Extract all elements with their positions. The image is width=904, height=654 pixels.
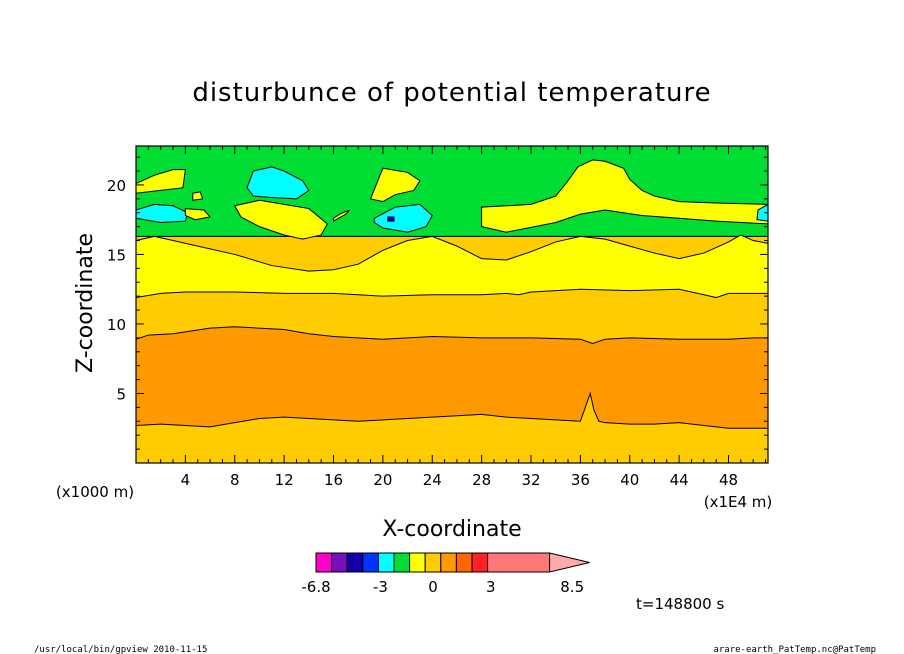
- colorbar-swatch: [440, 552, 457, 573]
- x-tick-label: 8: [230, 471, 240, 489]
- colorbar-swatch: [487, 552, 551, 573]
- colorbar-tick-label: -3: [373, 578, 388, 596]
- y-tick-label: 20: [107, 177, 126, 195]
- time-label: t=148800 s: [636, 595, 724, 613]
- x-tick-label: 16: [324, 471, 343, 489]
- contour-line: [135, 288, 768, 299]
- cyan-patch: [246, 166, 310, 200]
- footer-right: arare-earth_PatTemp.nc@PatTemp: [713, 645, 876, 654]
- x-tick-label: 24: [423, 471, 442, 489]
- colorbar-swatch: [455, 552, 473, 573]
- yellow-patch: [192, 191, 204, 201]
- yellow-patch: [481, 159, 769, 233]
- yellow-band: [136, 234, 768, 298]
- colorbar-swatch: [315, 552, 333, 573]
- x-unit-label: (x1E4 m): [704, 493, 773, 511]
- yellow-patch: [233, 199, 328, 240]
- colorbar-swatch: [471, 552, 489, 573]
- y-tick-label: 5: [116, 385, 126, 403]
- blue-patch: [387, 216, 395, 222]
- cyan-patch: [135, 203, 189, 223]
- x-tick-label: 40: [620, 471, 639, 489]
- x-tick-label: 4: [181, 471, 191, 489]
- y-tick-label: 15: [107, 246, 126, 264]
- orange-band: [136, 326, 768, 429]
- colorbar-swatch: [331, 552, 348, 573]
- colorbar-swatch: [393, 552, 411, 573]
- yellow-patch: [369, 167, 421, 203]
- footer-left: /usr/local/bin/gpview 2010-11-15: [34, 645, 207, 654]
- colorbar-swatch: [362, 552, 379, 573]
- colorbar-tick-label: -6.8: [301, 578, 330, 596]
- plot-area: [135, 146, 769, 463]
- x-axis-label: X-coordinate: [382, 517, 521, 542]
- x-tick-label: 12: [275, 471, 294, 489]
- colorbar-tick-label: 0: [428, 578, 438, 596]
- colorbar: -6.8 -3 0 3 8.5: [301, 552, 590, 596]
- yellow-patch: [333, 209, 350, 222]
- plot-frame: [135, 145, 769, 464]
- x-tick-label: 48: [719, 471, 738, 489]
- colorbar-tick-label: 3: [486, 578, 496, 596]
- yellow-patch: [184, 208, 212, 221]
- green-band: [136, 146, 768, 237]
- y-tick-label: 10: [107, 316, 126, 334]
- x-tick-label: 28: [472, 471, 491, 489]
- colorbar-tick-label: 8.5: [560, 578, 584, 596]
- y-unit-label: (x1000 m): [56, 483, 134, 501]
- x-tick-label: 20: [373, 471, 392, 489]
- y-axis-label: Z-coordinate: [73, 233, 98, 373]
- colorbar-arrow: [549, 552, 590, 573]
- contour-line: [135, 326, 768, 344]
- x-tick-label: 36: [571, 471, 590, 489]
- colorbar-swatch: [346, 552, 364, 573]
- cyan-patch: [373, 203, 433, 233]
- x-tick-label: 32: [521, 471, 540, 489]
- x-tick-label: 44: [670, 471, 689, 489]
- contour-line: [135, 391, 768, 429]
- contour-line: [135, 234, 769, 272]
- colorbar-swatch: [377, 552, 395, 573]
- colorbar-swatch: [409, 552, 426, 573]
- colorbar-swatch: [424, 552, 442, 573]
- chart-title: disturbunce of potential temperature: [192, 78, 711, 108]
